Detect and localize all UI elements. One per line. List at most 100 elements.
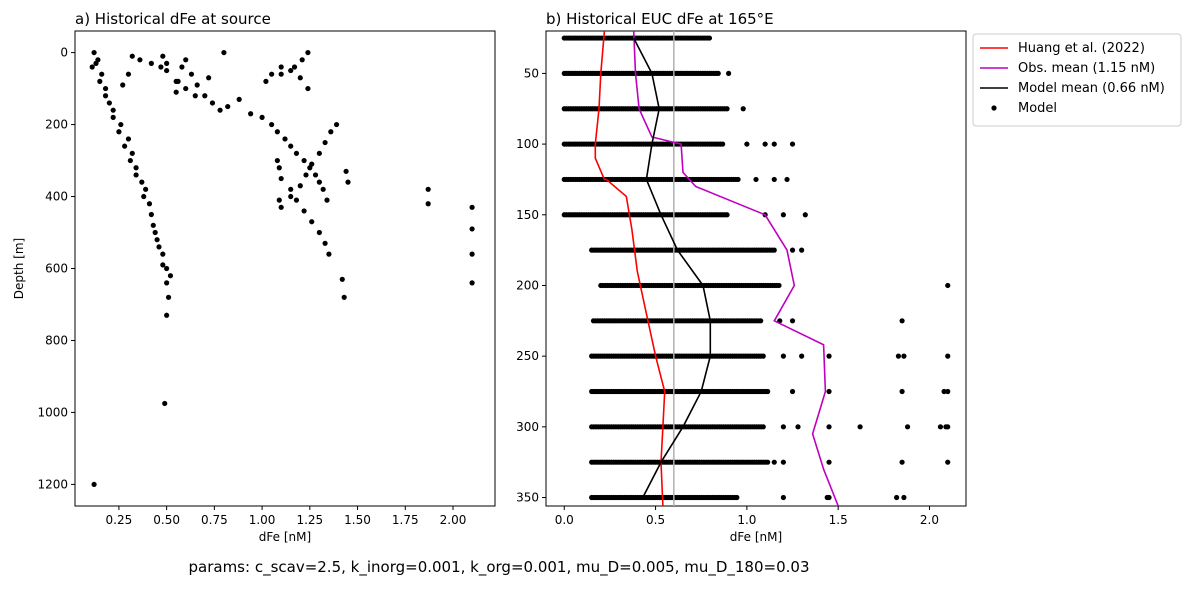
panel-a-point [91, 49, 97, 56]
panel-a-point [106, 100, 112, 106]
panel-b-model-point [724, 106, 730, 112]
panel-b-model-point [945, 424, 951, 430]
panel-b-model-point [771, 459, 777, 465]
panel-b-model-point [901, 353, 907, 359]
panel-a-point [179, 64, 185, 70]
panel-a-point [160, 262, 166, 268]
panel-a-point [282, 136, 288, 142]
panel-a-point [469, 251, 475, 257]
panel-a-point [164, 60, 170, 66]
panel-a-point [137, 57, 143, 63]
panel-b-ytick-label: 250 [516, 349, 539, 363]
panel-a-point [299, 57, 305, 63]
panel-b-model-point [904, 424, 911, 430]
panel-a-point [324, 197, 330, 203]
panel-b-plot-area [561, 31, 951, 506]
panel-a-point [320, 186, 326, 192]
panel-a-point [305, 49, 311, 56]
panel-a-point [116, 129, 122, 135]
panel-a-point [188, 71, 195, 77]
panel-b-model-point [826, 494, 832, 501]
panel-b-model-point [899, 459, 905, 465]
panel-b-model-point [715, 70, 721, 77]
panel-a-ytick-label: 1200 [37, 477, 68, 491]
panel-b-model-point [857, 424, 863, 430]
panel-b-model-point [724, 212, 730, 218]
panel-a-point [297, 75, 303, 81]
panel-a-point [102, 85, 109, 92]
panel-a-point [173, 78, 179, 84]
panel-a-point [209, 100, 216, 106]
panel-a-xtick-label: 1.50 [344, 513, 371, 527]
panel-a-point [326, 251, 332, 257]
panel-a-xlabel: dFe [nM] [259, 530, 311, 544]
panel-a-point [297, 183, 303, 189]
panel-b-model-point [762, 141, 768, 147]
panel-b-model-point [826, 424, 832, 430]
panel-a-point [469, 280, 475, 286]
panel-a-point [278, 175, 284, 182]
panel-a-point [91, 481, 97, 488]
panel-b-model-point [789, 388, 796, 395]
panel-a-point [305, 85, 311, 92]
panel-b-model-point [758, 318, 764, 324]
panel-a-point [183, 57, 189, 63]
panel-a-point [345, 179, 351, 185]
panel-a-point [143, 186, 149, 192]
panel-a-point [288, 186, 294, 192]
panel-b-model-point [789, 247, 796, 253]
panel-b-axes-frame [545, 30, 967, 507]
panel-a-point [183, 85, 189, 92]
panel-a-point [341, 294, 347, 300]
panel-b-xtick-label: 1.5 [829, 513, 848, 527]
panel-a-point [141, 193, 147, 200]
panel-a-ylabel: Depth [m] [12, 238, 26, 299]
panel-a-point [269, 121, 275, 128]
panel-a-point [425, 201, 431, 207]
panel-a-point [164, 265, 170, 272]
panel-a-point [425, 186, 431, 192]
panel-a-point [333, 121, 340, 128]
panel-b-model-point [789, 141, 796, 147]
panel-b-model-point [789, 318, 796, 324]
panel-a-ytick-label: 1000 [37, 405, 68, 419]
legend: Huang et al. (2022) Obs. mean (1.15 nM) Mo… [972, 33, 1182, 127]
panel-a-point [278, 71, 284, 77]
panel-a-point [192, 93, 198, 99]
panel-a-point [129, 150, 135, 156]
panel-a-point [225, 103, 231, 110]
panel-a-point [120, 82, 126, 88]
panel-a-point [316, 229, 322, 236]
panel-b-model-point [945, 353, 951, 359]
panel-a-point [217, 107, 223, 113]
panel-b-ytick-label: 50 [524, 66, 539, 80]
panel-a-point [164, 67, 170, 74]
panel-a-point [259, 114, 265, 120]
panel-a-points [89, 49, 475, 488]
panel-a-point [156, 244, 162, 250]
panel-a-point [288, 67, 294, 74]
panel-b-title: b) Historical EUC dFe at 165°E [546, 10, 774, 28]
panel-b-model-point [760, 424, 766, 430]
panel-a-point [469, 204, 475, 210]
panel-b-series-line [632, 37, 712, 498]
panel-a-point [133, 165, 139, 171]
panel-a-point [293, 197, 300, 203]
legend-box [972, 33, 1182, 127]
panel-a-xtick-label: 1.75 [392, 513, 419, 527]
panel-b-model-point [740, 106, 746, 112]
panel-a-xtick-label: 1.25 [296, 513, 323, 527]
panel-b-model-point [784, 176, 790, 183]
panel-a-point [99, 71, 105, 77]
panel-b-model-point [799, 353, 805, 359]
panel-b-xtick-label: 0.5 [646, 513, 665, 527]
panel-a-point [278, 204, 284, 210]
panel-a-ytick-label: 800 [45, 333, 68, 347]
panel-a-point [278, 64, 284, 70]
panel-b-model-points [561, 35, 951, 501]
panel-b-model-point [899, 388, 905, 395]
legend-entry: Model [1018, 101, 1057, 116]
panel-a-point [316, 179, 322, 185]
panel-b-model-point [771, 141, 777, 147]
panel-b-model-point [780, 459, 786, 465]
